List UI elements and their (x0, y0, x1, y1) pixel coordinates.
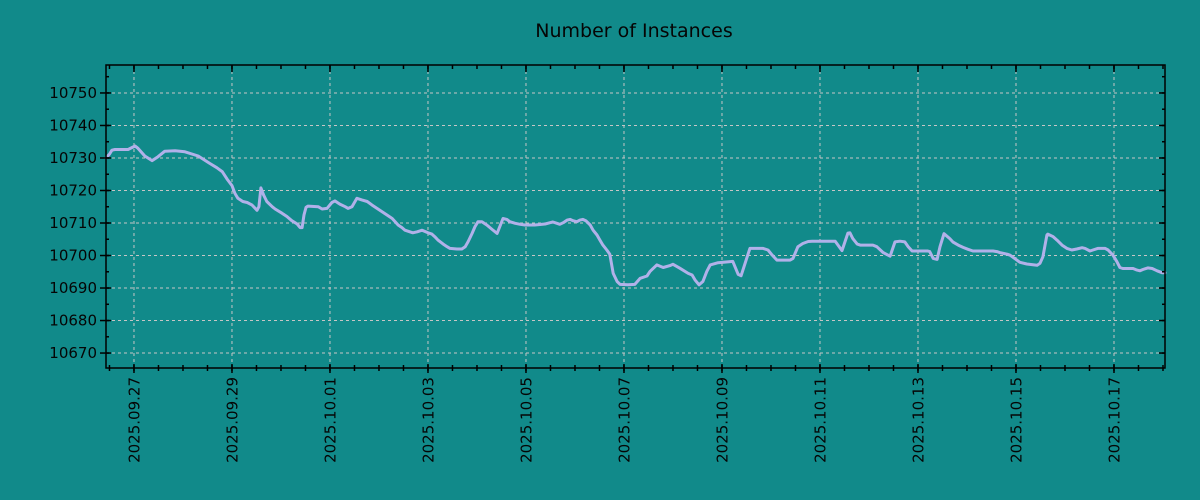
y-tick-label: 10730 (49, 149, 97, 167)
y-tick-label: 10690 (49, 279, 97, 297)
x-tick-label: 2025.10.13 (909, 377, 927, 463)
y-axis-tick-labels: 10670 10680 10690 10700 10710 10720 10730 10740… (49, 84, 97, 362)
y-tick-label: 10710 (49, 214, 97, 232)
gridlines (106, 65, 1165, 368)
x-tick-label: 2025.09.27 (125, 377, 143, 463)
plot-border (105, 64, 1166, 369)
x-tick-label: 2025.10.09 (713, 377, 731, 463)
y-tick-label: 10680 (49, 312, 97, 330)
x-axis-tick-labels: 2025.09.27 2025.09.29 2025.10.01 2025.10.03… (125, 377, 1123, 463)
x-tick-label: 2025.10.07 (615, 377, 633, 463)
x-tick-label: 2025.10.11 (811, 377, 829, 463)
x-tick-label: 2025.10.17 (1105, 377, 1123, 463)
chart-title: Number of Instances (535, 20, 732, 42)
y-tick-label: 10720 (49, 181, 97, 199)
y-tick-label: 10700 (49, 247, 97, 265)
x-tick-label: 2025.10.05 (517, 377, 535, 463)
x-tick-label: 2025.10.01 (321, 377, 339, 463)
instances-series-polyline (104, 144, 1167, 287)
x-tick-label: 2025.09.29 (223, 377, 241, 463)
axis-ticks (100, 65, 1165, 373)
x-tick-label: 2025.10.15 (1007, 377, 1025, 463)
y-tick-label: 10670 (49, 344, 97, 362)
series-line (104, 144, 1167, 287)
y-tick-label: 10750 (49, 84, 97, 102)
x-tick-label: 2025.10.03 (419, 377, 437, 463)
y-tick-label: 10740 (49, 116, 97, 134)
